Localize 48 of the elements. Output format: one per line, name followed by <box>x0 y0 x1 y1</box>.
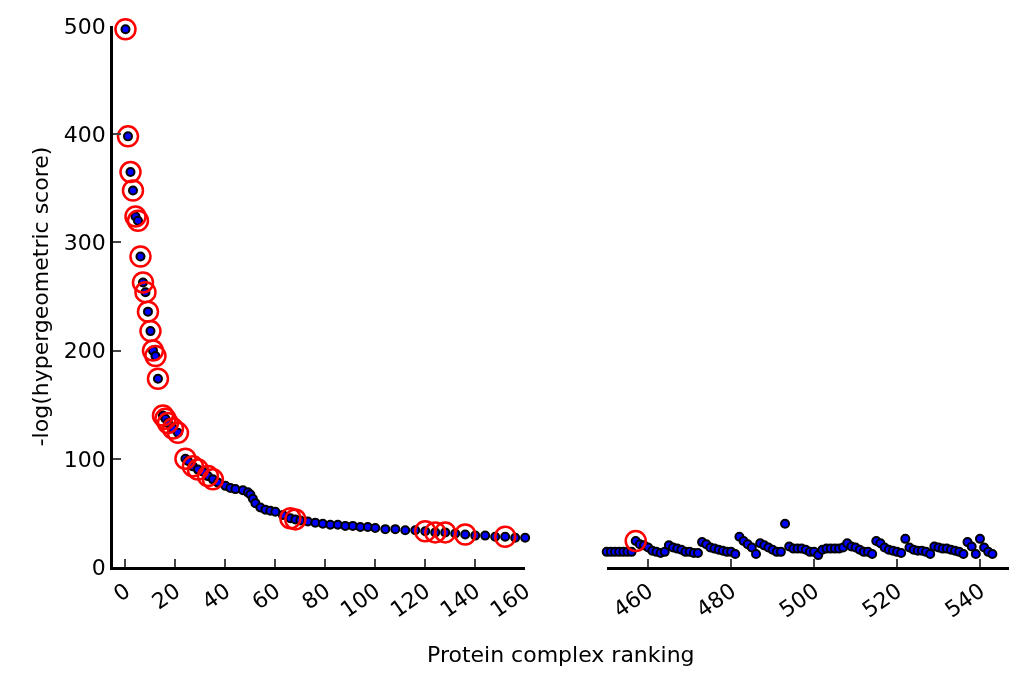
x-tick-label: 140 <box>435 577 485 623</box>
point <box>186 458 210 481</box>
point <box>279 507 302 530</box>
point <box>181 455 205 478</box>
point <box>141 339 165 362</box>
y-tick-label: 400 <box>63 121 106 147</box>
point <box>146 367 170 390</box>
point <box>423 521 447 544</box>
point <box>114 18 137 41</box>
x-tick-label: 480 <box>691 577 741 623</box>
x-tick-label: 40 <box>197 577 235 615</box>
point <box>134 280 157 304</box>
y-tick-label: 0 <box>91 554 106 580</box>
x-tick-label: 540 <box>940 577 990 623</box>
point <box>136 300 160 323</box>
point <box>129 245 152 268</box>
point <box>116 125 140 148</box>
x-tick-label: 460 <box>608 577 658 623</box>
point <box>119 160 142 184</box>
point <box>196 464 220 488</box>
x-tick-label: 80 <box>297 577 335 615</box>
x-tick-label: 160 <box>485 577 535 623</box>
y-tick-label: 200 <box>63 338 106 364</box>
x-tick-label: 60 <box>247 577 285 615</box>
x-axis-title: Protein complex ranking <box>427 642 695 667</box>
point <box>131 271 155 294</box>
point <box>166 421 190 445</box>
y-tick-label: 300 <box>63 230 106 256</box>
point <box>433 521 457 544</box>
y-axis-title: -log(hypergeometric score) <box>27 146 53 447</box>
point <box>284 508 307 531</box>
point <box>144 344 167 368</box>
point <box>121 179 145 202</box>
x-tick-label: 100 <box>335 577 385 623</box>
x-tick-label: 20 <box>147 577 185 615</box>
x-tick-label: 520 <box>857 577 907 623</box>
point <box>414 520 437 543</box>
point <box>453 523 477 546</box>
y-tick-label: 100 <box>63 446 106 472</box>
y-tick-label: 500 <box>63 13 106 39</box>
x-tick-label: 500 <box>774 577 824 623</box>
point <box>139 319 162 343</box>
point <box>201 468 225 491</box>
x-tick-label: 120 <box>385 577 435 623</box>
x-tick-label: 0 <box>108 577 135 607</box>
point <box>161 417 185 440</box>
point <box>174 447 197 471</box>
point <box>493 525 517 548</box>
